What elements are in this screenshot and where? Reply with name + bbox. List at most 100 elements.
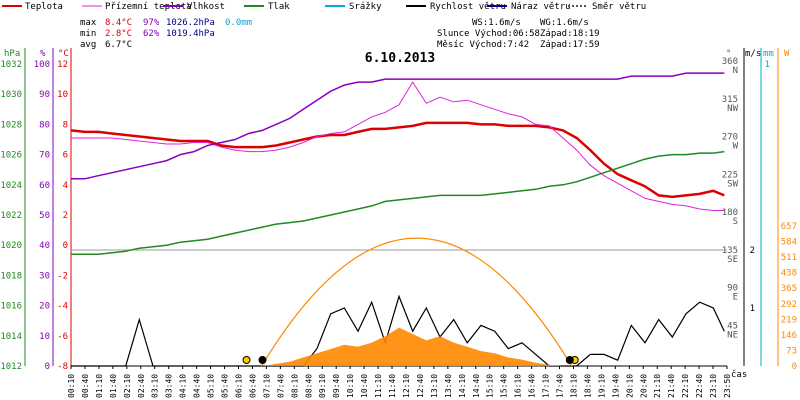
tick-time: 17:40: [556, 374, 565, 398]
tick-dir-deg: 270: [722, 133, 738, 143]
moonrise-icon: [258, 356, 267, 364]
legend-temp: Teplota: [25, 2, 63, 12]
x-axis: 00:10 00:40 01:10 01:40 02:10 02:40 03:10 03:40…: [67, 366, 732, 398]
tick-time: 05:10: [207, 374, 216, 398]
tick-ms: 1: [750, 304, 755, 314]
legend-pressure: Tlak: [268, 2, 290, 12]
chart-title: 6.10.2013: [365, 51, 435, 66]
tick-pct: 60: [39, 181, 50, 191]
tick-time: 21:10: [653, 374, 662, 398]
legend-wind-gust: Náraz větru: [511, 2, 571, 12]
tick-mm: 1: [765, 60, 770, 70]
stat-avg-label: avg: [80, 40, 96, 50]
tick-hpa: 1030: [0, 90, 22, 100]
tick-time: 15:10: [486, 374, 495, 398]
plot-area: [70, 72, 725, 367]
tick-pct: 10: [39, 332, 50, 342]
tick-dir-name: SW: [727, 179, 738, 189]
tick-time: 12:40: [416, 374, 425, 398]
tick-pct: 90: [39, 90, 50, 100]
tick-time: 19:40: [611, 374, 620, 398]
tick-time: 01:10: [95, 374, 104, 398]
unit-mm: mm: [763, 49, 774, 59]
tick-dir-deg: 45: [727, 321, 738, 331]
tick-ms: 2: [750, 246, 755, 256]
tick-hpa: 1012: [0, 362, 22, 372]
tick-time: 17:10: [542, 374, 551, 398]
tick-hpa: 1020: [0, 241, 22, 251]
series-0: [70, 121, 725, 199]
stat-min-label: min: [80, 29, 96, 39]
tick-pct: 0: [45, 362, 50, 372]
tick-time: 16:40: [528, 374, 537, 398]
tick-dir-deg: 180: [722, 208, 738, 218]
legend-humidity: Vlhkost: [187, 2, 225, 12]
tick-time: 06:10: [234, 374, 243, 398]
series-2: [71, 72, 725, 180]
tick-temp: 6: [63, 151, 68, 161]
tick-time: 00:40: [81, 374, 90, 398]
stat-min-press: 1019.4hPa: [166, 29, 215, 39]
tick-time: 14:40: [472, 374, 481, 398]
info-wg: WG:1.6m/s: [540, 18, 589, 28]
stat-max-temp: 8.4°C: [105, 18, 132, 28]
stat-max-label: max: [80, 18, 97, 28]
tick-hpa: 1018: [0, 271, 22, 281]
tick-dir-name: N: [733, 66, 738, 76]
tick-time: 01:40: [109, 374, 118, 398]
sunrise-icon: [242, 356, 251, 364]
stat-max-hum: 97%: [143, 18, 160, 28]
tick-dir-deg: 135: [722, 246, 738, 256]
legend-ground-temp: Přízemní teplota: [105, 2, 192, 12]
tick-w: 146: [781, 331, 797, 341]
tick-dir-name: NW: [727, 104, 738, 114]
tick-time: 18:40: [583, 374, 592, 398]
tick-time: 20:10: [625, 374, 634, 398]
tick-time: 09:10: [318, 374, 327, 398]
tick-time: 10:10: [346, 374, 355, 398]
tick-pct: 40: [39, 241, 50, 251]
tick-pct: 70: [39, 151, 50, 161]
tick-temp: 4: [63, 181, 68, 191]
tick-dir-name: SE: [727, 255, 738, 265]
series-1: [71, 81, 725, 211]
tick-hpa: 1024: [0, 181, 22, 191]
sun-arc: [261, 237, 573, 367]
info-moon-set: Západ:17:59: [540, 40, 600, 50]
y-axes: 1012101410161018102010221024102610281030…: [0, 57, 797, 372]
tick-time: 10:40: [360, 374, 369, 398]
tick-temp: 0: [63, 241, 68, 251]
tick-dir-deg: 90: [727, 284, 738, 294]
tick-dir-deg: 315: [722, 95, 738, 105]
tick-time: 06:40: [248, 374, 257, 398]
legend-wind-speed: Rychlost větru: [430, 2, 506, 12]
tick-hpa: 1028: [0, 120, 22, 130]
tick-time: 02:10: [123, 374, 132, 398]
tick-time: 12:10: [402, 374, 411, 398]
tick-time: 03:40: [165, 374, 174, 398]
tick-hpa: 1016: [0, 302, 22, 312]
stat-avg-temp: 6.7°C: [105, 40, 132, 50]
tick-time: 04:40: [193, 374, 202, 398]
tick-time: 13:10: [430, 374, 439, 398]
tick-hpa: 1026: [0, 151, 22, 161]
tick-time: 08:10: [290, 374, 299, 398]
stat-max-press: 1026.2hPa: [166, 18, 215, 28]
tick-time: 07:10: [262, 374, 271, 398]
tick-time: 21:40: [667, 374, 676, 398]
tick-time: 02:40: [137, 374, 146, 398]
series-3: [71, 150, 725, 256]
tick-time: 22:40: [695, 374, 704, 398]
unit-w: W: [784, 49, 790, 59]
info-sun-set: Západ:18:19: [540, 29, 600, 39]
tick-pct: 50: [39, 211, 50, 221]
info: WS:1.6m/s WG:1.6m/s Slunce Východ:06:58 …: [437, 18, 600, 50]
unit-ms: m/s: [745, 49, 761, 59]
tick-time: 18:10: [569, 374, 578, 398]
legend: Teplota Přízemní teplota Vlhkost Tlak Sr…: [2, 2, 646, 12]
tick-temp: -4: [57, 302, 68, 312]
tick-time: 22:10: [681, 374, 690, 398]
stats: max 8.4°C 97% 1026.2hPa 0.0mm min 2.8°C …: [80, 18, 252, 50]
tick-time: 14:10: [458, 374, 467, 398]
